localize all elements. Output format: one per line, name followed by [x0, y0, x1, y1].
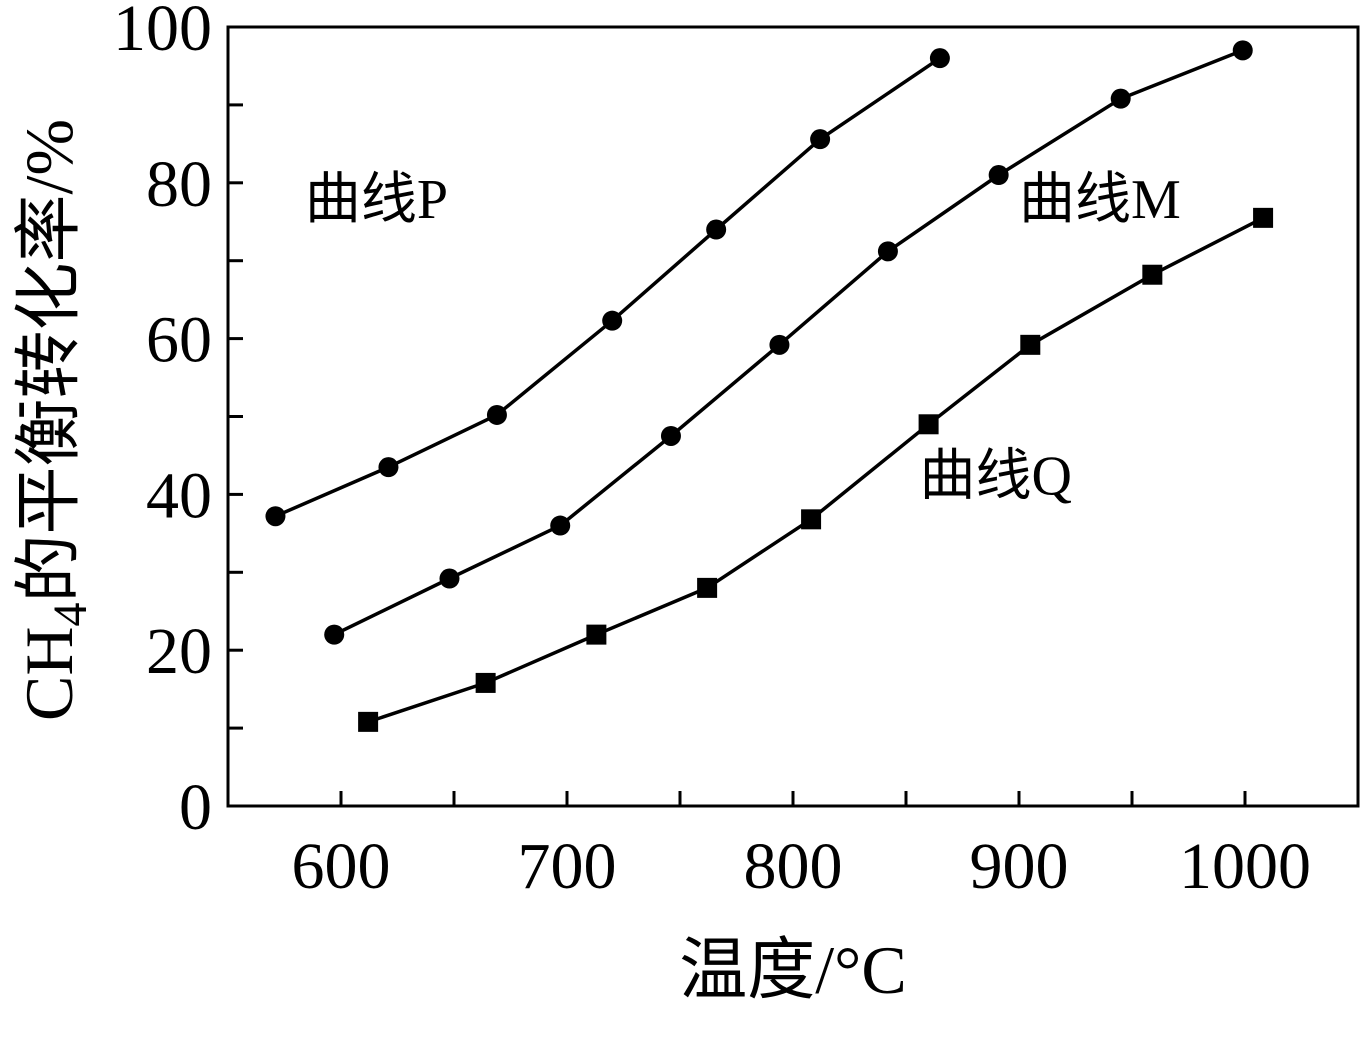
- data-point-square: [801, 509, 822, 530]
- data-point-circle: [769, 334, 790, 355]
- data-point-square: [586, 624, 607, 645]
- data-point-square: [358, 711, 379, 732]
- x-tick-label: 800: [744, 830, 843, 903]
- data-point-circle: [378, 457, 399, 478]
- data-point-circle: [486, 404, 507, 425]
- data-point-square: [475, 672, 496, 693]
- series-line-3: [367, 216, 1264, 724]
- x-tick-label: 1000: [1179, 830, 1311, 903]
- data-point-circle: [265, 506, 286, 527]
- data-point-square: [1142, 264, 1163, 285]
- y-axis-title-sub: 4: [44, 603, 97, 627]
- data-point-circle: [660, 425, 681, 446]
- series-label-3: 曲线Q: [920, 445, 1072, 507]
- data-point-square: [918, 414, 939, 435]
- series-label-1: 曲线P: [305, 169, 448, 231]
- series-layer: [265, 40, 1274, 732]
- data-point-square: [1253, 207, 1274, 228]
- plot-frame: [226, 25, 1360, 808]
- y-tick-label: 0: [179, 771, 212, 844]
- y-tick-label: 40: [146, 459, 212, 532]
- x-tick-label: 600: [292, 830, 391, 903]
- data-point-square: [697, 577, 718, 598]
- y-tick-label: 80: [146, 148, 212, 221]
- data-point-circle: [877, 241, 898, 262]
- data-point-circle: [324, 624, 345, 645]
- data-point-circle: [1110, 88, 1131, 109]
- y-tick-label: 20: [146, 615, 212, 688]
- ticks-layer: [228, 25, 1247, 808]
- series-label-2: 曲线M: [1019, 169, 1181, 231]
- y-axis-title-rest: 的平衡转化率/%: [11, 119, 87, 603]
- data-point-circle: [810, 129, 831, 150]
- data-point-circle: [706, 219, 727, 240]
- series-line-1: [274, 56, 941, 518]
- data-point-circle: [439, 568, 460, 589]
- data-point-circle: [1232, 40, 1253, 61]
- data-point-circle: [602, 310, 623, 331]
- x-axis-title: 温度/°C: [679, 932, 906, 1008]
- labels-layer: 600 700 800 900 1000 0 20 40 60 80 100 曲线P 曲线M 曲线Q: [113, 0, 1311, 903]
- data-point-circle: [929, 48, 950, 69]
- x-tick-label: 900: [970, 830, 1069, 903]
- y-axis-title: CH4的平衡转化率/%: [11, 119, 97, 721]
- data-point-square: [1020, 334, 1041, 355]
- data-point-circle: [550, 515, 571, 536]
- x-tick-label: 700: [518, 830, 617, 903]
- y-axis-title-main: CH: [11, 627, 87, 721]
- y-tick-label: 100: [113, 0, 212, 65]
- y-tick-label: 60: [146, 304, 212, 377]
- data-point-circle: [988, 165, 1009, 186]
